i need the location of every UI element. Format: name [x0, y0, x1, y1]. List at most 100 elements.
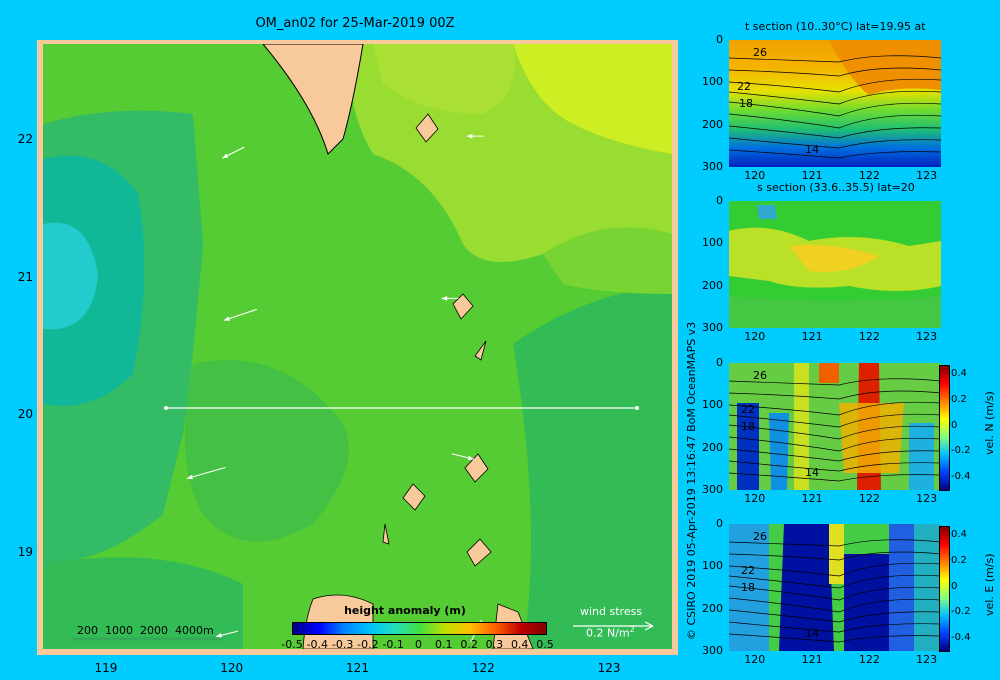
- vel-e-west-neg: [729, 524, 769, 651]
- section-1-xtick-122: 122: [858, 330, 880, 343]
- section-0-ytick-300: 300: [702, 160, 723, 173]
- vel-cbar-1-tick-0: 0.4: [951, 529, 967, 540]
- s-section-deep: [729, 296, 941, 328]
- section-3-ytick-0: 0: [716, 517, 723, 530]
- wind-arrow-5: [186, 466, 226, 480]
- vel-n-colorbar: [939, 365, 950, 491]
- section-2-ytick-0: 0: [716, 356, 723, 369]
- section-2-xtick-120: 120: [744, 492, 766, 505]
- map-region-west-core: [43, 222, 98, 330]
- section-3-xtick-120: 120: [744, 653, 766, 666]
- section-3-xtick-123: 123: [916, 653, 938, 666]
- section-0-ytick-0: 0: [716, 33, 723, 46]
- vel-cbar-0-tick-3: -0.2: [951, 445, 971, 457]
- section-1-ytick-200: 200: [702, 278, 723, 292]
- vel-n-contours: [729, 378, 941, 482]
- section-0-xtick-123: 123: [916, 169, 938, 182]
- vel-e-pos-1: [829, 524, 844, 584]
- section-1-xtick-121: 121: [801, 330, 823, 343]
- vel-n-pos-5: [794, 363, 809, 490]
- land-islet-6: [382, 523, 390, 545]
- vel-cbar-1-tick-1: 0.2: [951, 554, 967, 566]
- wind-arrow-7: [215, 630, 239, 638]
- t-section-title: t section (10..30°C) lat=19.95 at: [745, 20, 926, 33]
- wind-stress-label: wind stress: [580, 605, 643, 618]
- t-section-plot: 26 22 18 14: [729, 40, 941, 167]
- ve-contour-label-14: 14: [805, 627, 819, 640]
- map-ytick-20: 20: [17, 407, 33, 422]
- side-credit: © CSIRO 2019 05-Apr-2019 13:16:47 BoM Oc…: [685, 321, 698, 640]
- height-anomaly-map: [43, 44, 672, 649]
- t-contour-label-22: 22: [737, 80, 751, 93]
- colorbar-tick-10: 0.5: [536, 638, 554, 651]
- vel-n-neg-3: [769, 413, 789, 490]
- vel-n-neg-1: [737, 403, 759, 490]
- map-xtick-123: 123: [597, 661, 621, 675]
- section-line-end: [635, 406, 639, 410]
- map-xtick-122: 122: [471, 661, 495, 675]
- depth-legend-label: 200 1000 2000 4000m: [77, 624, 214, 637]
- vel-e-neg-core-2: [844, 554, 889, 651]
- section-3-ytick-200: 200: [702, 601, 723, 615]
- vel-cbar-1-tick-2: 0: [951, 580, 958, 592]
- vn-contour-label-26: 26: [753, 369, 767, 382]
- map-region-east: [543, 227, 672, 294]
- section-0-xtick-122: 122: [858, 169, 880, 182]
- vel-e-colorbar-label: vel. E (m/s): [983, 553, 996, 616]
- section-3-xtick-122: 122: [858, 653, 880, 666]
- section-2-xtick-121: 121: [801, 492, 823, 505]
- section-1-ytick-300: 300: [702, 321, 723, 334]
- section-2-ytick-100: 100: [702, 398, 723, 412]
- map-xtick-120: 120: [220, 661, 244, 675]
- section-2-ytick-300: 300: [702, 483, 723, 496]
- colorbar-tick-0: -0.5: [281, 638, 303, 651]
- land-islet-7: [466, 538, 492, 567]
- s-section-title: s section (33.6..35.5) lat=20: [757, 181, 915, 194]
- map-ytick-19: 19: [17, 544, 33, 559]
- section-1-ytick-0: 0: [716, 194, 723, 207]
- wind-stress-scale: 0.2 N/m2: [586, 625, 635, 640]
- t-contour-label-26: 26: [753, 46, 767, 59]
- land-islet-3: [474, 340, 487, 361]
- t-contour-label-18: 18: [739, 97, 753, 110]
- vn-contour-label-18: 18: [741, 420, 755, 433]
- section-3-ytick-300: 300: [702, 644, 723, 657]
- vel-n-neg-2: [819, 363, 839, 383]
- section-1-xtick-123: 123: [916, 330, 938, 343]
- colorbar-tick-7: 0.2: [460, 638, 478, 651]
- colorbar-tick-4: -0.1: [382, 638, 404, 651]
- wind-arrow-4: [441, 296, 459, 301]
- map-xtick-119: 119: [94, 661, 118, 675]
- wind-arrow-2: [466, 133, 484, 139]
- ve-contour-label-26: 26: [753, 530, 767, 543]
- map-xtick-121: 121: [346, 661, 369, 675]
- vel-cbar-1-tick-3: -0.2: [951, 606, 971, 618]
- map-region-south: [43, 557, 243, 649]
- t-contour-label-14: 14: [805, 143, 819, 156]
- section-line-start: [164, 406, 168, 410]
- vel-cbar-0-tick-4: -0.4: [951, 471, 971, 482]
- land-islet-4: [464, 453, 489, 483]
- wind-arrow-1: [222, 146, 245, 159]
- land-islet-1: [415, 113, 439, 143]
- vel-n-plot: 26 22 18 14: [729, 363, 941, 490]
- wind-stress-scale-value: 0.2 N/m: [586, 626, 630, 640]
- map-ytick-21: 21: [17, 269, 33, 284]
- colorbar-tick-9: 0.4: [510, 638, 529, 651]
- map-ytick-22: 22: [17, 132, 33, 147]
- vn-contour-label-22: 22: [741, 403, 755, 416]
- colorbar-tick-6: 0.1: [435, 638, 453, 651]
- colorbar-tick-3: -0.2: [357, 638, 379, 651]
- colorbar-tick-1: -0.4: [306, 638, 329, 651]
- vel-cbar-0-tick-1: 0.2: [951, 393, 967, 405]
- vel-e-plot: 26 22 18 14: [729, 524, 941, 651]
- section-2-xtick-122: 122: [858, 492, 880, 505]
- colorbar-tick-8: 0.3: [485, 638, 504, 651]
- section-2-xtick-123: 123: [916, 492, 938, 505]
- t-section-contours: [729, 55, 941, 159]
- map-region-northeast: [513, 44, 672, 154]
- t-section-warm-lens: [829, 40, 941, 95]
- section-0-xtick-121: 121: [801, 169, 823, 182]
- vel-cbar-0-tick-2: 0: [951, 419, 958, 431]
- s-section-core: [789, 244, 879, 272]
